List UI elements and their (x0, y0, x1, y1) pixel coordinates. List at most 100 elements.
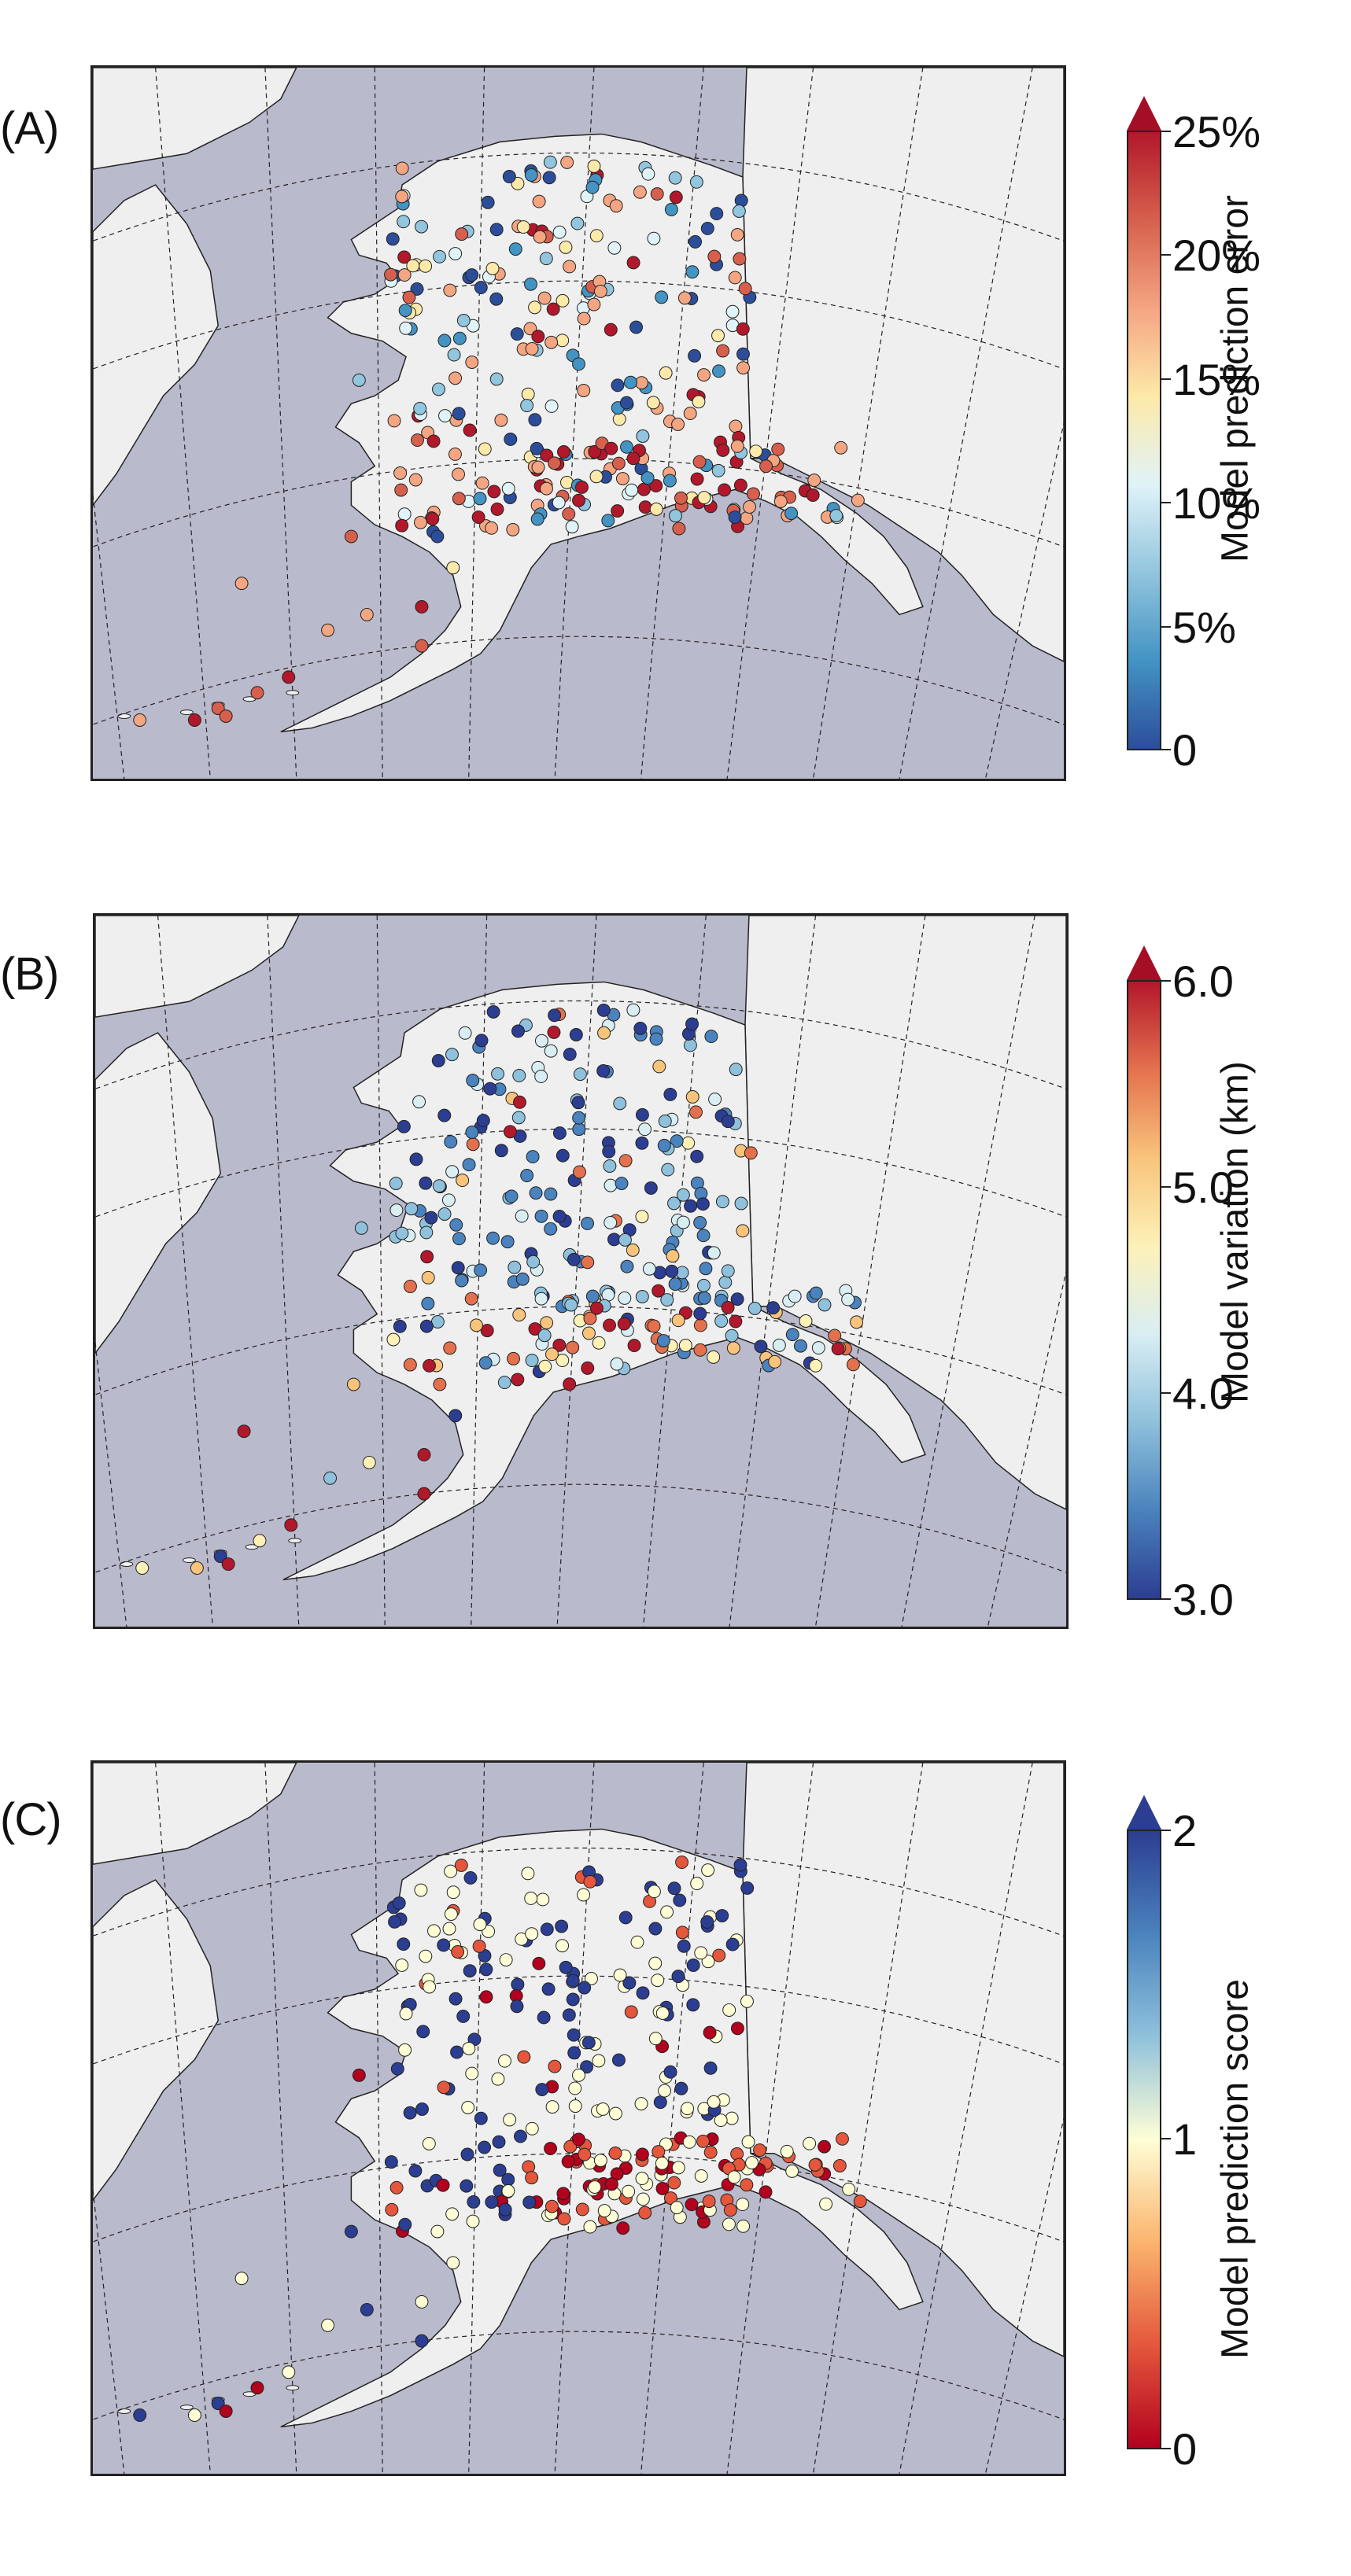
graticule-lon (155, 1763, 211, 2474)
station-marker (399, 2007, 413, 2021)
station-marker (747, 1302, 762, 1315)
graticule-lon (95, 1337, 127, 1627)
station-marker (525, 1354, 539, 1367)
station-marker (445, 1165, 460, 1179)
station-marker (360, 607, 374, 621)
station-marker (421, 1296, 435, 1310)
station-marker (507, 1351, 520, 1365)
station-marker (693, 1215, 707, 1229)
station-marker (552, 225, 567, 239)
station-marker (420, 1250, 434, 1264)
station-marker (651, 1973, 665, 1988)
station-marker (510, 327, 524, 341)
station-marker (187, 713, 201, 727)
station-marker (602, 1144, 616, 1159)
station-marker (730, 2147, 744, 2161)
station-marker (573, 1165, 586, 1179)
station-marker (768, 1354, 782, 1369)
station-marker (452, 407, 466, 421)
tick-mark (1161, 502, 1171, 503)
graticule-lon (374, 68, 383, 779)
station-marker (444, 1907, 458, 1921)
station-marker (754, 1340, 768, 1354)
station-marker (656, 1334, 670, 1347)
station-marker (766, 1301, 781, 1315)
station-marker (444, 1135, 458, 1149)
station-marker (711, 329, 725, 343)
station-marker (466, 2214, 480, 2228)
station-marker (707, 1246, 721, 1260)
graticule-lat (93, 152, 1064, 242)
island (179, 709, 194, 716)
station-marker (641, 167, 655, 181)
station-marker (635, 2147, 649, 2161)
station-marker (537, 2010, 551, 2025)
station-marker (560, 475, 574, 489)
station-marker (573, 1067, 587, 1082)
station-marker (545, 2199, 559, 2213)
station-marker (740, 1881, 755, 1895)
station-marker (463, 1870, 478, 1885)
station-marker (556, 1354, 570, 1367)
station-marker (703, 2061, 718, 2075)
station-marker (744, 1146, 758, 1160)
station-marker (386, 232, 400, 246)
station-marker (510, 1999, 524, 2014)
station-marker (577, 311, 591, 326)
station-marker (415, 639, 429, 653)
station-marker (681, 1136, 696, 1150)
panel-c: (C) 2 1 0 Model prediction score (0, 1691, 1351, 2525)
station-marker (571, 1096, 585, 1110)
station-marker (707, 249, 722, 263)
station-marker (354, 1221, 368, 1235)
station-marker (431, 1054, 445, 1067)
station-marker (572, 493, 585, 507)
station-marker (415, 2295, 429, 2309)
station-marker (676, 1188, 690, 1202)
station-marker (653, 2095, 667, 2110)
station-marker (616, 2221, 630, 2235)
station-marker (693, 1343, 707, 1357)
station-marker (747, 487, 760, 501)
station-marker (542, 171, 556, 185)
colorbar (1127, 131, 1161, 750)
station-marker (485, 2195, 499, 2209)
station-marker (587, 297, 601, 311)
station-marker (601, 514, 615, 528)
station-marker (442, 1922, 456, 1936)
land-alaska (280, 1828, 924, 2428)
station-marker (566, 1340, 580, 1354)
station-marker (563, 1377, 577, 1391)
station-marker (608, 2146, 622, 2160)
station-marker (219, 2405, 233, 2418)
station-marker (433, 249, 447, 263)
station-marker (575, 481, 589, 494)
graticule-lon (729, 916, 817, 1627)
station-marker (667, 1881, 681, 1896)
station-marker (441, 1193, 456, 1207)
station-marker (635, 1107, 649, 1122)
station-marker (665, 1264, 679, 1278)
station-marker (448, 1992, 463, 2006)
station-marker (524, 277, 537, 291)
graticule-lon (155, 68, 211, 779)
station-marker (463, 423, 477, 437)
station-marker (696, 1197, 710, 1211)
station-marker (478, 1356, 493, 1370)
graticule-lon (267, 916, 300, 1627)
station-marker (689, 175, 703, 189)
station-marker (649, 479, 663, 493)
station-marker (250, 2381, 264, 2395)
station-marker (647, 231, 661, 245)
tick-mark (1161, 254, 1171, 256)
station-marker (456, 1174, 470, 1188)
station-marker (587, 159, 601, 173)
station-marker (697, 368, 711, 382)
station-marker (725, 1937, 740, 1951)
station-marker (563, 260, 577, 274)
station-marker (625, 483, 639, 497)
colorbar-title: Model prediction score (1214, 1979, 1257, 2359)
station-marker (530, 512, 544, 526)
station-marker (637, 482, 651, 496)
station-marker (352, 373, 366, 387)
